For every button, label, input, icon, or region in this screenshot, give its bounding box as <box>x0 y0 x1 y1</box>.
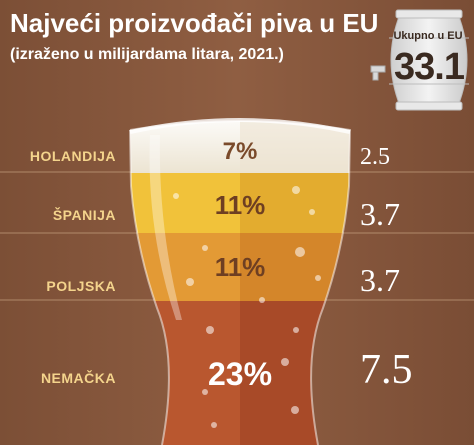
total-value: 33.1 <box>394 46 465 88</box>
country-label-nemacka: NEMAČKA <box>40 370 116 386</box>
country-label-poljska: POLJSKA <box>46 278 116 294</box>
country-label-holandija: HOLANDIJA <box>29 148 116 164</box>
value-label-spanija: 3.7 <box>360 196 400 232</box>
value-label-poljska: 3.7 <box>360 262 400 298</box>
chart-subtitle: (izraženo u milijardama litara, 2021.) <box>10 46 284 63</box>
percent-label-nemacka: 23% <box>207 356 273 392</box>
percent-label-poljska: 11% <box>214 252 266 282</box>
value-label-nemacka: 7.5 <box>360 347 413 393</box>
layer-spanija <box>130 172 240 234</box>
value-label-holandija: 2.5 <box>360 144 390 170</box>
chart-title: Najveći proizvođači piva u EU <box>10 8 379 38</box>
percent-label-holandija: 7% <box>222 138 258 165</box>
country-label-spanija: ŠPANIJA <box>52 207 116 223</box>
barrel-icon <box>370 9 469 111</box>
percent-label-spanija: 11% <box>214 190 266 220</box>
total-label: Ukupno u EU <box>393 30 463 42</box>
